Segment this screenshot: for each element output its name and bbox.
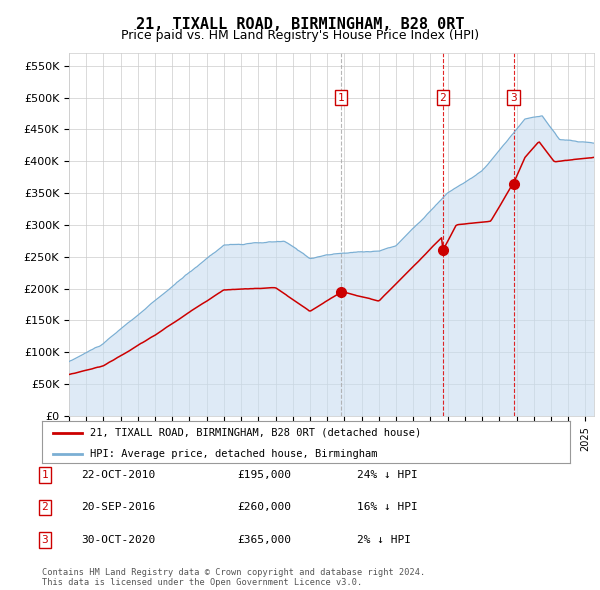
- Text: £260,000: £260,000: [237, 503, 291, 512]
- Text: 1: 1: [41, 470, 49, 480]
- Text: £365,000: £365,000: [237, 535, 291, 545]
- Text: HPI: Average price, detached house, Birmingham: HPI: Average price, detached house, Birm…: [89, 449, 377, 459]
- Text: 24% ↓ HPI: 24% ↓ HPI: [357, 470, 418, 480]
- Text: 2% ↓ HPI: 2% ↓ HPI: [357, 535, 411, 545]
- Text: 2: 2: [439, 93, 446, 103]
- Text: Contains HM Land Registry data © Crown copyright and database right 2024.
This d: Contains HM Land Registry data © Crown c…: [42, 568, 425, 587]
- Text: 22-OCT-2010: 22-OCT-2010: [81, 470, 155, 480]
- Text: 21, TIXALL ROAD, BIRMINGHAM, B28 0RT (detached house): 21, TIXALL ROAD, BIRMINGHAM, B28 0RT (de…: [89, 428, 421, 438]
- Text: 30-OCT-2020: 30-OCT-2020: [81, 535, 155, 545]
- Text: 3: 3: [510, 93, 517, 103]
- Text: 16% ↓ HPI: 16% ↓ HPI: [357, 503, 418, 512]
- Text: 21, TIXALL ROAD, BIRMINGHAM, B28 0RT: 21, TIXALL ROAD, BIRMINGHAM, B28 0RT: [136, 17, 464, 31]
- Text: 2: 2: [41, 503, 49, 512]
- Text: Price paid vs. HM Land Registry's House Price Index (HPI): Price paid vs. HM Land Registry's House …: [121, 30, 479, 42]
- Text: 1: 1: [338, 93, 344, 103]
- Text: 3: 3: [41, 535, 49, 545]
- Text: £195,000: £195,000: [237, 470, 291, 480]
- Text: 20-SEP-2016: 20-SEP-2016: [81, 503, 155, 512]
